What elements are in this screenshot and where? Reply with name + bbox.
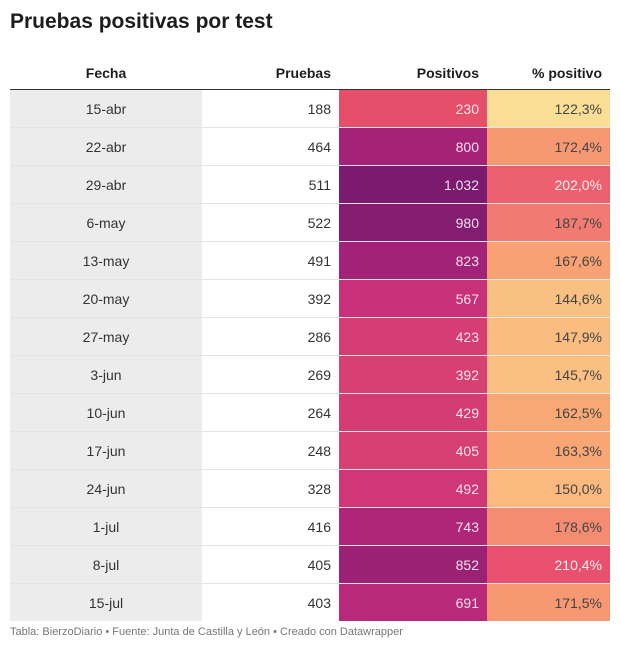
cell-positivos: 800 xyxy=(339,127,487,166)
header-fecha[interactable]: Fecha xyxy=(10,56,202,90)
cell-fecha: 13-may xyxy=(10,241,202,280)
cell-pct-positivo: 162,5% xyxy=(487,393,610,432)
table-row: 1-jul 416 743 178,6% xyxy=(10,507,610,546)
cell-pct-positivo: 122,3% xyxy=(487,89,610,128)
cell-fecha: 8-jul xyxy=(10,545,202,584)
table-row: 13-may 491 823 167,6% xyxy=(10,241,610,280)
cell-positivos: 492 xyxy=(339,469,487,508)
table-row: 15-jul 403 691 171,5% xyxy=(10,583,610,621)
footer-credits: Tabla: BierzoDiario • Fuente: Junta de C… xyxy=(10,626,403,638)
cell-positivos: 691 xyxy=(339,583,487,621)
cell-pruebas: 248 xyxy=(202,431,339,470)
header-pct-positivo[interactable]: % positivo xyxy=(487,56,610,90)
cell-pct-positivo: 202,0% xyxy=(487,165,610,204)
cell-fecha: 15-jul xyxy=(10,583,202,621)
cell-pct-positivo: 187,7% xyxy=(487,203,610,242)
cell-pruebas: 464 xyxy=(202,127,339,166)
table-row: 29-abr 511 1.032 202,0% xyxy=(10,165,610,204)
table-row: 20-may 392 567 144,6% xyxy=(10,279,610,318)
cell-pruebas: 392 xyxy=(202,279,339,318)
cell-pruebas: 405 xyxy=(202,545,339,584)
table-row: 15-abr 188 230 122,3% xyxy=(10,89,610,128)
cell-fecha: 17-jun xyxy=(10,431,202,470)
cell-fecha: 27-may xyxy=(10,317,202,356)
cell-positivos: 392 xyxy=(339,355,487,394)
cell-pruebas: 328 xyxy=(202,469,339,508)
table-row: 17-jun 248 405 163,3% xyxy=(10,431,610,470)
cell-pruebas: 264 xyxy=(202,393,339,432)
cell-pruebas: 491 xyxy=(202,241,339,280)
cell-fecha: 29-abr xyxy=(10,165,202,204)
cell-pruebas: 403 xyxy=(202,583,339,621)
cell-pct-positivo: 167,6% xyxy=(487,241,610,280)
cell-pruebas: 286 xyxy=(202,317,339,356)
table-row: 22-abr 464 800 172,4% xyxy=(10,127,610,166)
cell-positivos: 423 xyxy=(339,317,487,356)
cell-pruebas: 416 xyxy=(202,507,339,546)
cell-pct-positivo: 145,7% xyxy=(487,355,610,394)
cell-pct-positivo: 144,6% xyxy=(487,279,610,318)
cell-fecha: 24-jun xyxy=(10,469,202,508)
cell-pruebas: 522 xyxy=(202,203,339,242)
cell-positivos: 405 xyxy=(339,431,487,470)
cell-pct-positivo: 163,3% xyxy=(487,431,610,470)
cell-pct-positivo: 172,4% xyxy=(487,127,610,166)
header-positivos[interactable]: Positivos xyxy=(339,56,487,90)
cell-positivos: 1.032 xyxy=(339,165,487,204)
cell-pct-positivo: 210,4% xyxy=(487,545,610,584)
cell-pruebas: 269 xyxy=(202,355,339,394)
cell-positivos: 980 xyxy=(339,203,487,242)
cell-fecha: 6-may xyxy=(10,203,202,242)
table-row: 24-jun 328 492 150,0% xyxy=(10,469,610,508)
cell-fecha: 10-jun xyxy=(10,393,202,432)
cell-fecha: 15-abr xyxy=(10,89,202,128)
data-table: Fecha Pruebas Positivos % positivo 15-ab… xyxy=(10,56,610,621)
cell-positivos: 852 xyxy=(339,545,487,584)
cell-positivos: 230 xyxy=(339,89,487,128)
cell-fecha: 20-may xyxy=(10,279,202,318)
cell-positivos: 429 xyxy=(339,393,487,432)
chart-title: Pruebas positivas por test xyxy=(10,10,273,33)
cell-pruebas: 511 xyxy=(202,165,339,204)
table-header-row: Fecha Pruebas Positivos % positivo xyxy=(10,56,610,90)
cell-fecha: 22-abr xyxy=(10,127,202,166)
table-row: 10-jun 264 429 162,5% xyxy=(10,393,610,432)
table-row: 27-may 286 423 147,9% xyxy=(10,317,610,356)
cell-pct-positivo: 178,6% xyxy=(487,507,610,546)
cell-fecha: 3-jun xyxy=(10,355,202,394)
cell-fecha: 1-jul xyxy=(10,507,202,546)
cell-pruebas: 188 xyxy=(307,100,331,117)
header-pruebas[interactable]: Pruebas xyxy=(202,56,339,90)
cell-positivos: 567 xyxy=(339,279,487,318)
table-row: 6-may 522 980 187,7% xyxy=(10,203,610,242)
cell-pct-positivo: 171,5% xyxy=(487,583,610,621)
cell-positivos: 743 xyxy=(339,507,487,546)
table-row: 8-jul 405 852 210,4% xyxy=(10,545,610,584)
cell-pct-positivo: 150,0% xyxy=(487,469,610,508)
cell-pct-positivo: 147,9% xyxy=(487,317,610,356)
table-row: 3-jun 269 392 145,7% xyxy=(10,355,610,394)
cell-positivos: 823 xyxy=(339,241,487,280)
